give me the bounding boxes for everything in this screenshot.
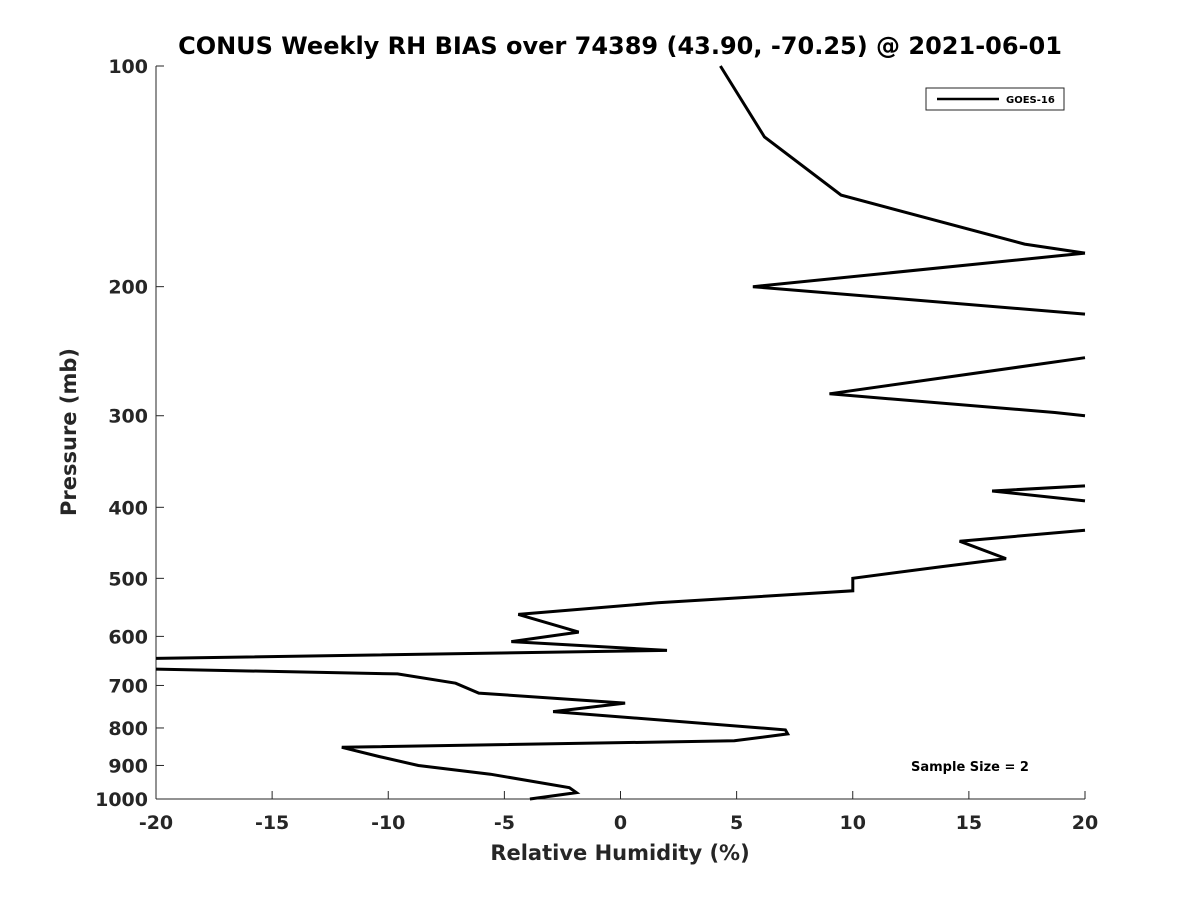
series-line-goes-16	[155, 65, 1086, 801]
y-axis-label: Pressure (mb)	[57, 348, 81, 516]
y-tick-label: 700	[108, 675, 148, 697]
y-tick-label: 900	[108, 755, 148, 777]
x-tick-label: -20	[139, 812, 173, 834]
plot-area	[156, 66, 1085, 799]
x-axis-ticks: -20 -15 -10 -5 0 5 10 15 20	[139, 791, 1098, 834]
x-tick-label: 15	[956, 812, 982, 834]
y-tick-label: 300	[108, 406, 148, 428]
y-tick-label: 1000	[95, 789, 148, 811]
y-tick-label: 500	[108, 568, 148, 590]
series-layer	[155, 65, 1086, 801]
legend: GOES-16	[925, 87, 1065, 111]
x-tick-label: -5	[494, 812, 515, 834]
chart-title: CONUS Weekly RH BIAS over 74389 (43.90, …	[178, 32, 1062, 60]
x-tick-label: -10	[371, 812, 405, 834]
y-axis-ticks: 100 200 300 400 500 600 700 800 900 1000	[95, 56, 164, 811]
x-tick-label: 20	[1072, 812, 1098, 834]
y-tick-label: 200	[108, 277, 148, 299]
sample-size-annotation: Sample Size = 2	[911, 760, 1029, 775]
x-tick-label: -15	[255, 812, 289, 834]
y-tick-label: 600	[108, 626, 148, 648]
x-tick-label: 10	[840, 812, 866, 834]
x-tick-label: 0	[614, 812, 627, 834]
x-axis-label: Relative Humidity (%)	[490, 841, 749, 865]
x-tick-label: 5	[730, 812, 743, 834]
y-tick-label: 800	[108, 718, 148, 740]
legend-label: GOES-16	[1006, 95, 1055, 106]
y-tick-label: 100	[108, 56, 148, 78]
y-tick-label: 400	[108, 497, 148, 519]
